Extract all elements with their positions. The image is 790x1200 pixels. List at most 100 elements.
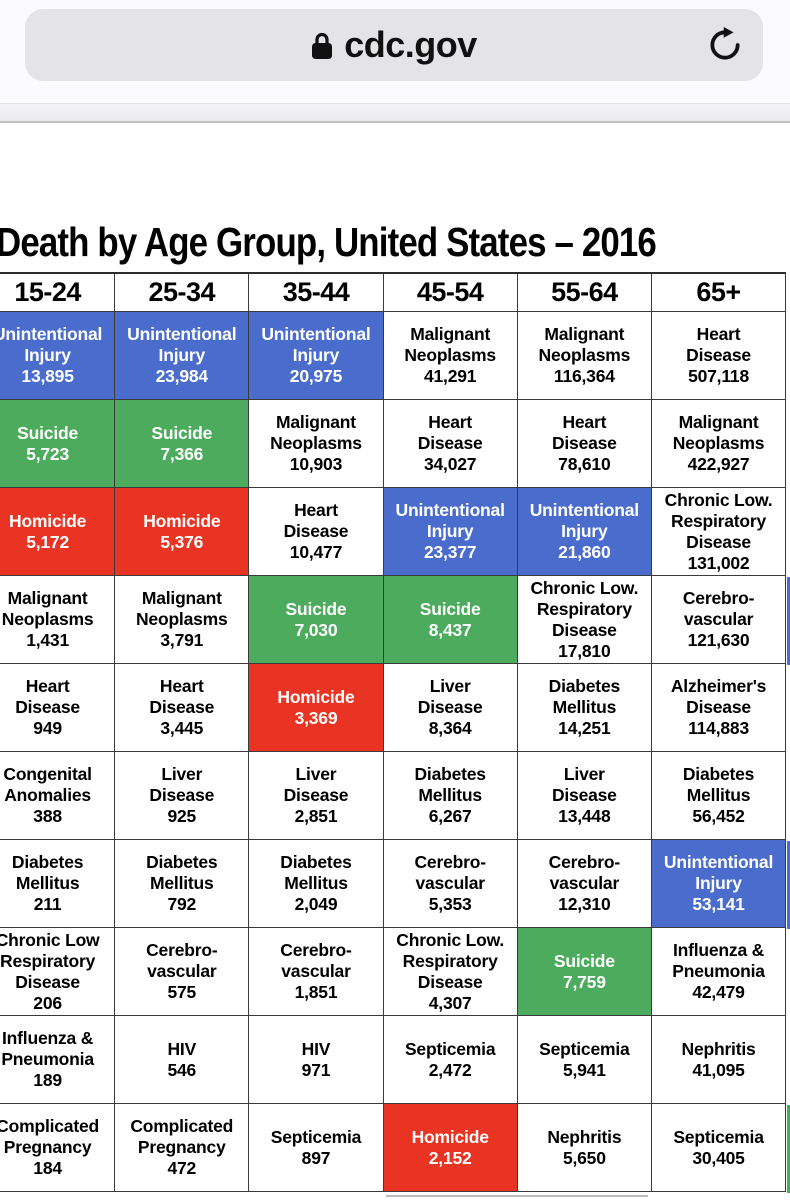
cell-cause: Malignant Neoplasms bbox=[404, 324, 496, 365]
cell-count: 10,477 bbox=[289, 542, 343, 562]
cell-count: 2,152 bbox=[428, 1147, 472, 1168]
cell-cause: Suicide bbox=[17, 422, 79, 443]
cell-count: 3,369 bbox=[294, 707, 338, 728]
table-cell: Septicemia 2,472 bbox=[383, 1016, 518, 1104]
cell-count: 21,860 bbox=[558, 542, 611, 562]
table-cell: Cerebro- vascular 12,310 bbox=[517, 840, 652, 928]
table-cell: HIV 546 bbox=[115, 1016, 250, 1104]
table-cell: Unintentional Injury 23,984 bbox=[115, 312, 250, 400]
cell-cause: Complicated Pregnancy bbox=[0, 1116, 99, 1157]
table-cell: Liver Disease 8,364 bbox=[383, 664, 518, 752]
table-row: Homicide 5,172 Homicide 5,376 Heart Disease 1… bbox=[0, 488, 787, 576]
partial-column-segment bbox=[786, 312, 790, 401]
url-bar[interactable]: cdc.gov bbox=[25, 9, 763, 81]
table-row: Influenza & Pneumonia 189 HIV 546 HIV 971 Sept… bbox=[0, 1016, 787, 1104]
cell-count: 7,366 bbox=[160, 443, 204, 464]
cell-count: 507,118 bbox=[688, 366, 749, 386]
cell-count: 114,883 bbox=[688, 718, 749, 738]
cell-cause: Diabetes Mellitus bbox=[682, 764, 755, 805]
cell-cause: Unintentional Injury bbox=[663, 852, 774, 893]
cell-count: 20,975 bbox=[289, 366, 343, 386]
table-cell: Chronic Low. Respiratory Disease 131,002 bbox=[651, 488, 787, 576]
table-row: Diabetes Mellitus 211 Diabetes Mellitus 792… bbox=[0, 840, 787, 928]
cell-cause: Septicemia bbox=[270, 1126, 362, 1147]
table-row: Complicated Pregnancy 184 Complicated Preg… bbox=[0, 1104, 787, 1192]
partial-column-segment bbox=[786, 400, 790, 489]
table-row: Suicide 5,723 Suicide 7,366 Malignant Neopla… bbox=[0, 400, 787, 488]
column-header: 55-64 bbox=[517, 274, 652, 312]
cell-cause: Unintentional Injury bbox=[529, 500, 639, 541]
table-cell: Malignant Neoplasms 116,364 bbox=[517, 312, 652, 400]
cell-count: 116,364 bbox=[553, 366, 615, 386]
table-cell: Influenza & Pneumonia 42,479 bbox=[651, 928, 787, 1016]
cell-cause: Cerebro- vascular bbox=[414, 852, 486, 893]
cell-count: 41,095 bbox=[692, 1059, 745, 1080]
cell-count: 78,610 bbox=[558, 454, 611, 474]
cell-cause: Heart Disease bbox=[149, 676, 215, 717]
cell-cause: Unintentional Injury bbox=[395, 500, 505, 541]
cell-count: 211 bbox=[33, 894, 62, 914]
cell-count: 131,002 bbox=[687, 552, 750, 573]
cell-cause: Heart Disease bbox=[686, 324, 751, 365]
cell-count: 5,723 bbox=[26, 443, 69, 464]
cell-cause: Cerebro- vascular bbox=[548, 852, 621, 893]
cell-cause: Unintentional Injury bbox=[0, 324, 103, 365]
cell-count: 6,267 bbox=[428, 806, 472, 826]
cell-cause: Diabetes Mellitus bbox=[11, 852, 84, 893]
cell-count: 575 bbox=[167, 982, 197, 1002]
cell-count: 546 bbox=[167, 1059, 197, 1080]
cell-cause: Liver Disease bbox=[417, 676, 483, 717]
table-cell: Suicide 8,437 bbox=[383, 576, 518, 664]
cell-cause: Cerebro- vascular bbox=[682, 588, 755, 629]
cell-count: 189 bbox=[33, 1070, 62, 1090]
cell-count: 4,307 bbox=[428, 992, 472, 1013]
cell-cause: Influenza & Pneumonia bbox=[1, 1028, 94, 1069]
cell-count: 5,376 bbox=[160, 531, 204, 552]
cell-count: 14,251 bbox=[558, 718, 611, 738]
table-cell: Septicemia 897 bbox=[249, 1104, 384, 1192]
table-cell: Influenza & Pneumonia 189 bbox=[0, 1016, 116, 1104]
table-cell: Diabetes Mellitus 56,452 bbox=[651, 752, 787, 840]
cell-cause: Nephritis bbox=[681, 1038, 756, 1059]
cell-cause: Malignant Neoplasms bbox=[672, 412, 765, 453]
cell-count: 10,903 bbox=[289, 454, 343, 474]
cell-count: 121,630 bbox=[687, 630, 750, 650]
table-cell: Unintentional Injury 53,141 bbox=[651, 840, 787, 928]
cell-count: 3,791 bbox=[160, 630, 204, 650]
cell-count: 5,941 bbox=[562, 1059, 606, 1080]
cell-cause: Diabetes Mellitus bbox=[548, 676, 621, 717]
cell-cause: Chronic Low. Respiratory Disease bbox=[530, 577, 639, 640]
cell-cause: HIV bbox=[167, 1038, 197, 1059]
table-cell: Homicide 5,172 bbox=[0, 488, 116, 576]
table-cell: Liver Disease 925 bbox=[115, 752, 250, 840]
cell-count: 5,650 bbox=[562, 1147, 606, 1168]
cell-count: 7,030 bbox=[294, 619, 338, 640]
table-cell: Malignant Neoplasms 41,291 bbox=[383, 312, 518, 400]
cell-cause: Heart Disease bbox=[15, 676, 80, 717]
cell-cause: Homicide bbox=[143, 510, 221, 531]
cell-cause: Unintentional Injury bbox=[127, 324, 237, 365]
cell-cause: Suicide bbox=[419, 598, 481, 619]
cell-cause: Cerebro- vascular bbox=[146, 940, 218, 981]
table-cell: Suicide 5,723 bbox=[0, 400, 116, 488]
cell-count: 5,353 bbox=[428, 894, 472, 914]
table-cell: Nephritis 5,650 bbox=[517, 1104, 652, 1192]
partial-column-segment bbox=[786, 274, 790, 313]
table-cell: Cerebro- vascular 1,851 bbox=[249, 928, 384, 1016]
cell-count: 8,437 bbox=[428, 619, 472, 640]
table-cell: Heart Disease 3,445 bbox=[115, 664, 250, 752]
column-header: 65+ bbox=[651, 274, 787, 312]
reload-button[interactable] bbox=[703, 23, 747, 67]
table-cell: Unintentional Injury 13,895 bbox=[0, 312, 116, 400]
cell-count: 206 bbox=[33, 992, 62, 1013]
cell-count: 897 bbox=[301, 1147, 331, 1168]
cell-count: 925 bbox=[167, 806, 197, 826]
column-header: 25-34 bbox=[115, 274, 250, 312]
cell-count: 388 bbox=[33, 806, 62, 826]
cell-cause: Unintentional Injury bbox=[261, 324, 371, 365]
table-cell: Chronic Low. Respiratory Disease 4,307 bbox=[383, 928, 518, 1016]
table-cell: Heart Disease 10,477 bbox=[249, 488, 384, 576]
cell-cause: Chronic Low. Respiratory Disease bbox=[664, 489, 773, 552]
cell-count: 8,364 bbox=[428, 718, 472, 738]
table-cell: Cerebro- vascular 121,630 bbox=[651, 576, 787, 664]
